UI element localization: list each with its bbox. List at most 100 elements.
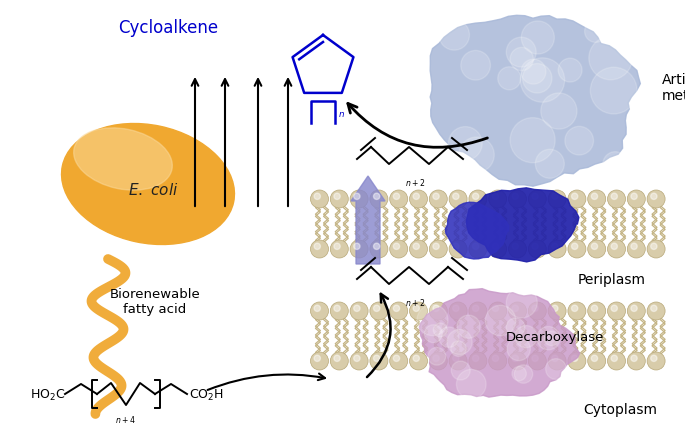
Circle shape (439, 21, 469, 51)
Circle shape (453, 244, 459, 250)
Circle shape (310, 191, 329, 208)
Circle shape (591, 244, 597, 250)
Circle shape (428, 348, 446, 365)
Circle shape (571, 305, 578, 312)
Circle shape (647, 240, 665, 258)
Circle shape (370, 302, 388, 320)
Circle shape (568, 240, 586, 258)
Circle shape (473, 305, 479, 312)
Circle shape (532, 305, 538, 312)
Text: CO$_2$H: CO$_2$H (189, 387, 224, 402)
Circle shape (532, 194, 538, 200)
Circle shape (544, 332, 559, 346)
Circle shape (410, 191, 427, 208)
Polygon shape (430, 16, 640, 187)
Circle shape (451, 341, 466, 357)
Circle shape (521, 60, 546, 85)
Circle shape (512, 244, 519, 250)
Circle shape (393, 305, 399, 312)
Circle shape (429, 352, 447, 370)
Circle shape (393, 194, 399, 200)
Circle shape (373, 355, 379, 362)
Circle shape (508, 191, 527, 208)
Circle shape (589, 37, 632, 81)
Circle shape (410, 302, 427, 320)
Circle shape (551, 194, 558, 200)
Text: Artificial
metathase: Artificial metathase (662, 73, 685, 103)
Polygon shape (419, 289, 580, 397)
Circle shape (568, 352, 586, 370)
Circle shape (451, 361, 470, 380)
Circle shape (310, 302, 329, 320)
Circle shape (631, 244, 637, 250)
Circle shape (515, 326, 537, 348)
Circle shape (413, 244, 419, 250)
Circle shape (456, 370, 486, 399)
Circle shape (334, 244, 340, 250)
Circle shape (473, 244, 479, 250)
Circle shape (413, 305, 419, 312)
Circle shape (627, 240, 645, 258)
Circle shape (512, 367, 526, 381)
Circle shape (390, 352, 408, 370)
Circle shape (571, 355, 578, 362)
Circle shape (488, 191, 507, 208)
Circle shape (330, 352, 348, 370)
Circle shape (390, 240, 408, 258)
Circle shape (429, 240, 447, 258)
Circle shape (353, 355, 360, 362)
Circle shape (438, 327, 459, 348)
Circle shape (588, 302, 606, 320)
Circle shape (647, 352, 665, 370)
Circle shape (433, 244, 439, 250)
Circle shape (370, 240, 388, 258)
Circle shape (449, 191, 467, 208)
Circle shape (493, 244, 499, 250)
Circle shape (514, 365, 533, 383)
Circle shape (512, 194, 519, 200)
Circle shape (310, 352, 329, 370)
Circle shape (548, 302, 566, 320)
Circle shape (469, 302, 487, 320)
Circle shape (627, 352, 645, 370)
Circle shape (651, 355, 657, 362)
Circle shape (350, 240, 368, 258)
Circle shape (461, 51, 490, 81)
Text: Periplasm: Periplasm (578, 272, 646, 286)
Circle shape (508, 302, 527, 320)
Circle shape (551, 244, 558, 250)
Circle shape (485, 306, 516, 336)
Circle shape (568, 302, 586, 320)
Circle shape (571, 244, 578, 250)
Circle shape (627, 191, 645, 208)
Circle shape (410, 240, 427, 258)
Circle shape (330, 191, 348, 208)
Circle shape (314, 244, 321, 250)
Circle shape (410, 352, 427, 370)
Circle shape (488, 352, 507, 370)
Circle shape (350, 352, 368, 370)
Circle shape (651, 244, 657, 250)
Circle shape (390, 302, 408, 320)
Circle shape (334, 305, 340, 312)
Circle shape (493, 305, 499, 312)
Circle shape (537, 327, 560, 350)
Text: $_{n+4}$: $_{n+4}$ (116, 414, 136, 427)
Circle shape (314, 305, 321, 312)
Circle shape (493, 355, 499, 362)
Circle shape (588, 352, 606, 370)
Circle shape (413, 194, 419, 200)
Circle shape (314, 355, 321, 362)
Circle shape (508, 352, 527, 370)
Circle shape (631, 355, 637, 362)
Text: Cycloalkene: Cycloalkene (118, 19, 218, 37)
Circle shape (506, 318, 525, 337)
Circle shape (310, 240, 329, 258)
Circle shape (413, 355, 419, 362)
Circle shape (433, 194, 439, 200)
Circle shape (488, 302, 507, 320)
Circle shape (510, 48, 534, 71)
Circle shape (353, 194, 360, 200)
Circle shape (627, 302, 645, 320)
Circle shape (469, 352, 487, 370)
